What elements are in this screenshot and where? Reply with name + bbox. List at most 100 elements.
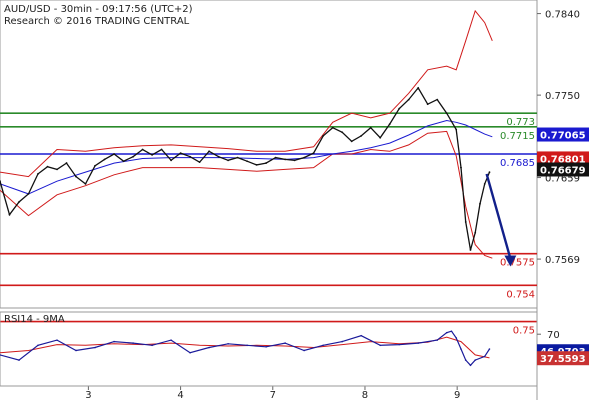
price-point — [84, 182, 87, 185]
rsi-point — [132, 342, 134, 344]
rsi-point — [284, 342, 286, 344]
rsi-point — [0, 354, 1, 356]
rsi-badge-label: 37.5593 — [540, 354, 586, 365]
price-point — [464, 221, 467, 223]
price-point — [388, 123, 391, 126]
price-point — [284, 158, 287, 161]
rsi-badge — [537, 351, 589, 366]
chart-source: Research © 2016 TRADING CENTRAL — [4, 16, 190, 27]
rsi-point — [464, 359, 467, 361]
price-point — [160, 148, 163, 151]
price-point — [18, 201, 20, 203]
rsi-point — [56, 339, 58, 341]
price-line — [0, 86, 491, 251]
price-point — [469, 249, 472, 251]
price-point — [479, 202, 481, 205]
projection-arrow-head — [504, 255, 517, 267]
rsi-point — [170, 339, 172, 341]
level-label: 0.75 — [513, 326, 535, 337]
price-point — [407, 98, 410, 101]
rsi-point — [246, 344, 248, 347]
rsi-point — [189, 351, 191, 354]
level-label: 0.7685 — [500, 158, 535, 169]
price-point — [0, 180, 1, 183]
rsi-point — [360, 334, 362, 337]
price-point — [303, 156, 306, 159]
price-point — [208, 150, 210, 153]
price-point — [379, 136, 382, 139]
projection-arrow-shaft — [485, 173, 512, 259]
rsi-point — [75, 349, 77, 352]
x-tick-label: 9 — [454, 390, 460, 400]
price-point — [170, 159, 172, 162]
y-tick-label: 0.7750 — [545, 91, 580, 102]
price-badge — [537, 151, 589, 166]
price-point — [360, 134, 363, 137]
price-point — [236, 156, 239, 159]
price-point — [65, 162, 68, 164]
rsi-point — [460, 348, 462, 350]
price-badge-label: 0.76679 — [540, 165, 586, 176]
price-point — [227, 159, 230, 162]
chart-title: AUD/USD - 30min - 09:17:56 (UTC+2) — [4, 4, 193, 15]
rsi-point — [455, 337, 458, 339]
rsi-point — [151, 344, 153, 347]
price-point — [141, 148, 144, 151]
lower-band-line — [0, 130, 493, 259]
price-point — [460, 166, 462, 169]
price-point — [217, 155, 220, 158]
price-point — [426, 103, 429, 106]
rsi-point — [445, 331, 448, 334]
rsi-point — [469, 364, 472, 367]
y-tick-label: 0.7659 — [545, 174, 580, 185]
price-point — [369, 126, 372, 129]
price-point — [27, 192, 30, 195]
x-tick-label: 8 — [362, 390, 368, 400]
rsi-point — [398, 343, 400, 346]
rsi-point — [113, 340, 115, 343]
price-point — [113, 153, 115, 155]
rsi-point — [94, 346, 96, 349]
rsi-point — [227, 343, 229, 345]
price-point — [274, 156, 277, 159]
price-point — [436, 98, 439, 101]
price-point — [417, 86, 420, 89]
price-point — [398, 107, 401, 110]
rsi-label: RSI14 - 9MA — [4, 314, 65, 325]
level-label: 0.773 — [506, 117, 535, 128]
price-point — [132, 155, 134, 158]
price-point — [322, 134, 325, 137]
price-point — [483, 182, 486, 185]
price-point — [474, 231, 477, 234]
price-badge-label: 0.77065 — [540, 131, 586, 142]
price-point — [312, 152, 315, 154]
rsi-point — [488, 348, 491, 350]
price-point — [179, 152, 182, 154]
y-tick-label: 0.7569 — [545, 255, 580, 266]
price-point — [445, 112, 448, 115]
price-point — [331, 126, 334, 129]
price-point — [455, 128, 458, 131]
price-point — [37, 173, 39, 175]
price-badge — [537, 127, 589, 142]
rsi-point — [436, 339, 439, 341]
price-badge — [537, 162, 589, 177]
x-axis: 3 4 7 8 9 — [0, 385, 537, 400]
price-point — [46, 165, 49, 168]
price-point — [122, 160, 125, 163]
rsi-point — [341, 340, 343, 343]
rsi-point — [322, 344, 324, 347]
price-point — [341, 131, 344, 134]
price-point — [56, 168, 58, 171]
rsi-point — [37, 344, 39, 347]
price-point — [255, 163, 258, 166]
price-point — [94, 164, 96, 167]
price-point — [265, 162, 268, 164]
price-point — [293, 159, 296, 162]
price-point — [198, 161, 201, 164]
x-tick-label: 3 — [85, 390, 91, 400]
price-point — [151, 154, 153, 156]
